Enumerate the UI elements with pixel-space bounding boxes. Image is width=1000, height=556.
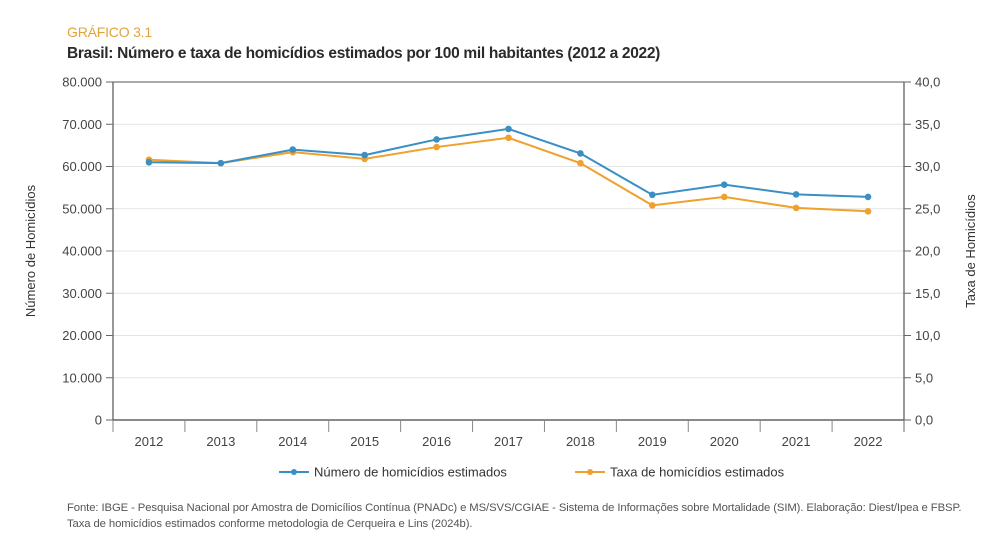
- y-tick-label: 50.000: [62, 201, 102, 216]
- data-point: [289, 146, 297, 153]
- legend-swatch-marker: [587, 469, 593, 475]
- legend-swatch-marker: [291, 469, 297, 475]
- y-tick-label: 70.000: [62, 117, 102, 132]
- data-point: [649, 191, 656, 199]
- y-tick-label: 30.000: [62, 286, 102, 301]
- x-tick-label: 2016: [422, 434, 451, 449]
- data-point: [792, 191, 800, 198]
- data-point: [720, 193, 728, 201]
- data-point: [792, 204, 800, 212]
- y2-tick-label: 15,0: [915, 286, 940, 301]
- data-point: [505, 134, 512, 142]
- data-point: [649, 202, 656, 209]
- y-tick-label: 0: [95, 413, 102, 428]
- y-axis-title: Número de Homicídios: [23, 184, 38, 317]
- legend: Número de homicídios estimados Taxa de ho…: [279, 465, 785, 480]
- y2-tick-label: 35,0: [915, 117, 940, 132]
- y-tick-label: 80.000: [62, 75, 102, 90]
- y2-tick-label: 0,0: [915, 413, 933, 428]
- x-tick-label: 2012: [134, 434, 163, 449]
- x-tick-label: 2018: [566, 434, 595, 449]
- x-tick-label: 2022: [854, 434, 883, 449]
- chart-title: Brasil: Número e taxa de homicídios esti…: [67, 45, 661, 62]
- x-tick-label: 2021: [782, 434, 811, 449]
- legend-label: Taxa de homicídios estimados: [610, 465, 785, 480]
- series-line: [148, 136, 869, 213]
- y2-tick-label: 30,0: [915, 159, 940, 174]
- y-tick-label: 40.000: [62, 244, 102, 259]
- y2-tick-label: 5,0: [915, 370, 933, 385]
- series: [145, 125, 872, 215]
- y-tick-label: 20.000: [62, 328, 102, 343]
- right-axis-ticks: 0,0 5,0 10,0 15,0 20,0 25,0 30,0 35,0 40,0: [904, 75, 940, 428]
- x-tick-label: 2014: [278, 434, 307, 449]
- data-point: [145, 158, 153, 166]
- data-point: [577, 159, 584, 167]
- data-point: [864, 193, 872, 201]
- data-point: [217, 159, 225, 167]
- chart: 0 10.000 20.000 30.000 40.000 50.000 60.000 70.…: [23, 75, 978, 480]
- y-tick-label: 60.000: [62, 159, 102, 174]
- x-tick-label: 2020: [710, 434, 739, 449]
- data-point: [864, 207, 872, 215]
- legend-label: Número de homicídios estimados: [314, 465, 507, 480]
- data-point: [433, 143, 440, 151]
- y2-tick-label: 25,0: [915, 201, 940, 216]
- data-point: [361, 151, 368, 159]
- data-point: [577, 150, 584, 157]
- left-axis-ticks: 0 10.000 20.000 30.000 40.000 50.000 60.000 70.…: [62, 75, 113, 428]
- x-axis-ticks: 2012 2013 2014 2015 2016 2017 2018 2019 2020 2021…: [112, 420, 905, 449]
- y2-tick-label: 20,0: [915, 244, 940, 259]
- y2-tick-label: 10,0: [915, 328, 940, 343]
- data-point: [720, 181, 728, 188]
- y2-tick-label: 40,0: [915, 75, 940, 90]
- data-point: [433, 136, 440, 143]
- y-tick-label: 10.000: [62, 370, 102, 385]
- y2-axis-title: Taxa de Homicídios: [963, 194, 978, 308]
- x-tick-label: 2015: [350, 434, 379, 449]
- source-note: Fonte: IBGE - Pesquisa Nacional por Amos…: [67, 502, 962, 530]
- gridlines: [113, 123, 904, 379]
- x-tick-label: 2013: [206, 434, 235, 449]
- data-point: [505, 125, 512, 133]
- x-tick-label: 2019: [638, 434, 667, 449]
- figure-label: GRÁFICO 3.1: [67, 24, 152, 40]
- x-tick-label: 2017: [494, 434, 523, 449]
